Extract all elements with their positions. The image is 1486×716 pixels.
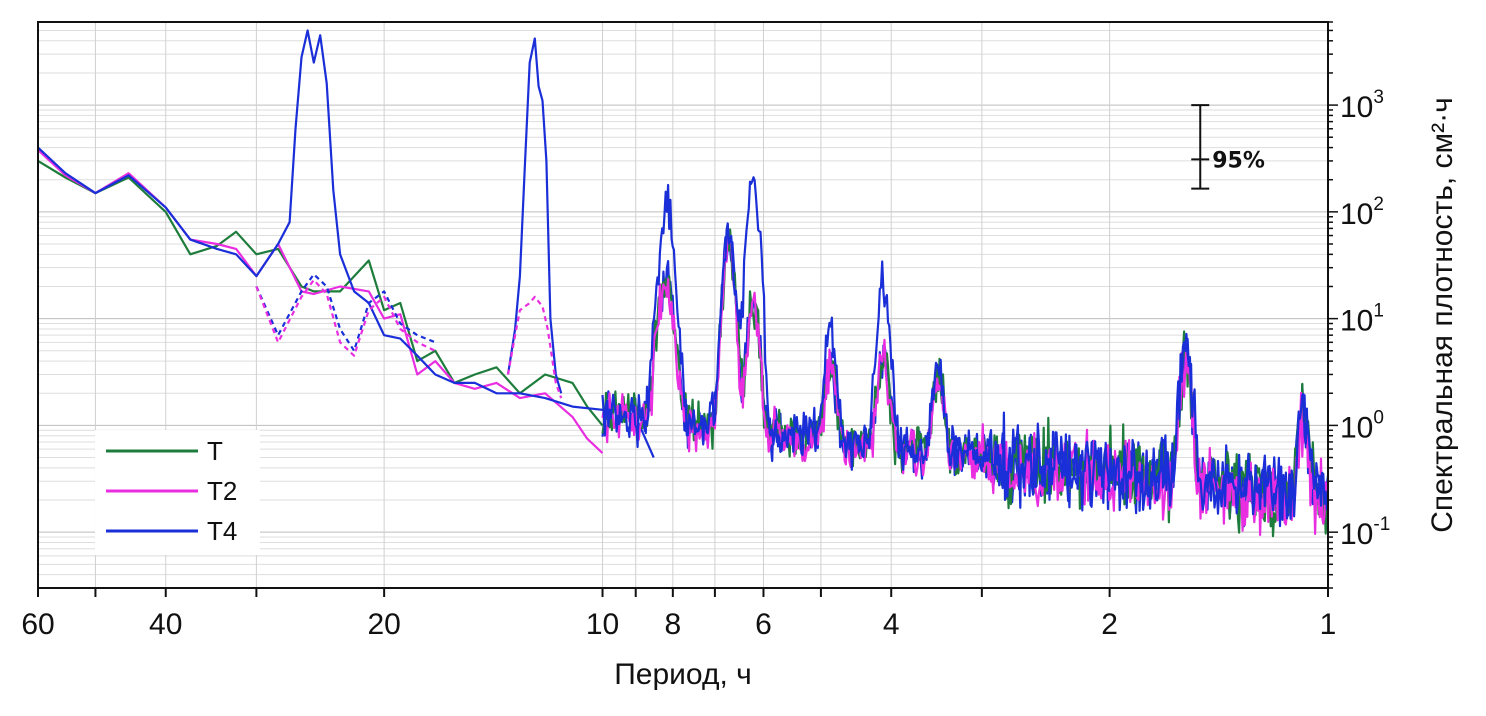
confidence-interval-label: 95%: [1212, 148, 1265, 173]
x-tick-label: 1: [1320, 608, 1337, 641]
y-axis: 103 102 101 100 10-1: [1328, 21, 1390, 589]
x-tick-label: 60: [21, 608, 54, 641]
x-tick-label: 8: [664, 608, 681, 641]
series-line-t: [37, 159, 604, 427]
x-axis-title: Период, ч: [614, 658, 752, 691]
series-line-t4: [37, 29, 655, 458]
legend-label-t: T: [207, 436, 223, 466]
y-tick-label: 103: [1340, 87, 1384, 124]
series-line-component-6: [506, 295, 563, 399]
y-axis-title: Спектральная плотность, см²·ч: [1426, 97, 1459, 533]
x-tick-label: 2: [1101, 608, 1118, 641]
x-tick-label: 20: [367, 608, 400, 641]
legend: T T2 T4: [95, 430, 260, 555]
plot-frame: [37, 21, 1329, 589]
series-layer: [37, 29, 1330, 538]
x-axis: 60 40 20 10 8 6 4 2 1: [21, 588, 1336, 641]
confidence-interval-marker: 95%: [1191, 104, 1265, 190]
x-tick-label: 4: [883, 608, 900, 641]
x-tick-label: 10: [586, 608, 619, 641]
y-tick-label: 10-1: [1340, 514, 1390, 551]
legend-label-t2: T2: [207, 476, 237, 506]
y-tick-label: 101: [1340, 301, 1384, 338]
series-noise-t4-peaks: [601, 176, 1330, 528]
x-tick-label: 40: [149, 608, 182, 641]
series-line-component-4: [255, 278, 436, 357]
y-tick-label: 100: [1340, 407, 1384, 444]
legend-label-t4: T4: [207, 516, 237, 546]
series-line-component-3: [255, 273, 436, 352]
y-tick-label: 102: [1340, 194, 1384, 231]
x-tick-label: 6: [755, 608, 772, 641]
series-line-component-5: [506, 37, 563, 394]
